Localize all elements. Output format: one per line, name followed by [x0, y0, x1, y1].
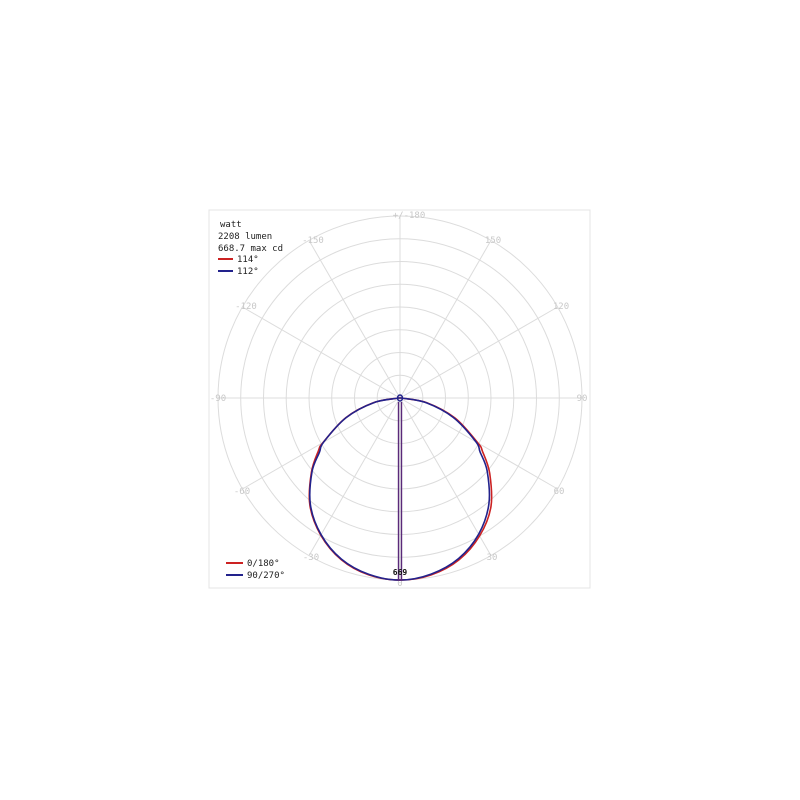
angle-tick-lower-right: 60	[554, 487, 565, 497]
angle-tick-mid-upper-right: 120	[553, 302, 569, 312]
angle-tick-mid-upper-left: -120	[235, 302, 257, 312]
intensity-curves	[308, 394, 493, 581]
info-power: watt	[220, 220, 242, 230]
beam-legend-label-2: 112°	[237, 267, 259, 277]
info-max-cd: 668.7 max cd	[218, 244, 283, 254]
chart-frame	[208, 209, 591, 589]
info-lumen: 2208 lumen	[218, 232, 272, 242]
angle-tick-left: -90	[210, 394, 226, 404]
beam-legend-label-1: 114°	[237, 255, 259, 265]
angle-tick-bottom-right: 30	[487, 553, 498, 563]
plane-legend-label-1: 0/180°	[247, 559, 280, 569]
angle-tick-top: +/-180	[393, 211, 426, 221]
plane-legend-label-2: 90/270°	[247, 571, 285, 581]
angle-tick-bottom: 0	[397, 579, 402, 589]
angle-tick-bottom-left: -30	[303, 553, 319, 563]
nadir-spike	[397, 402, 403, 581]
angle-tick-right: 90	[577, 394, 588, 404]
max-intensity-label: 669	[393, 568, 408, 577]
angle-tick-upper-left: -150	[302, 236, 324, 246]
angle-tick-lower-left: -60	[234, 487, 250, 497]
angle-tick-upper-right: 150	[485, 236, 501, 246]
pole-loop	[396, 394, 404, 402]
